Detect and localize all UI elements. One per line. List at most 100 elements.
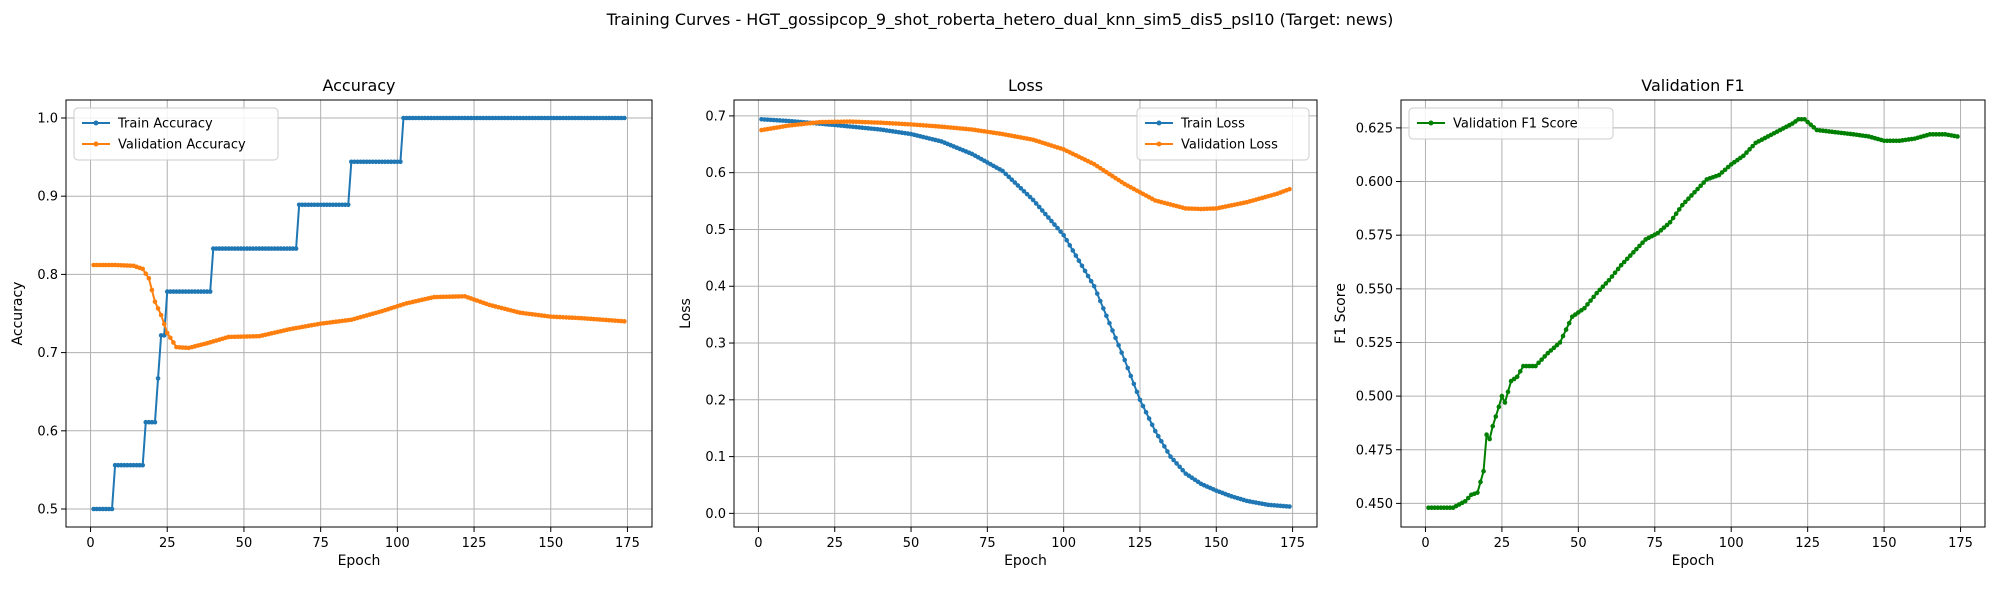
data-point: [1640, 240, 1645, 245]
data-point: [1725, 164, 1731, 170]
data-point: [1539, 357, 1544, 362]
data-point: [1802, 117, 1807, 122]
data-point: [1070, 248, 1076, 253]
x-tick-label: 150: [1204, 536, 1229, 551]
y-tick-label: 0.3: [705, 337, 726, 352]
data-point: [1582, 305, 1587, 311]
legend-marker: [1156, 141, 1162, 147]
data-point: [1000, 168, 1005, 174]
data-point: [1094, 291, 1100, 296]
legend-marker: [1428, 120, 1434, 126]
y-tick-label: 0.575: [1356, 229, 1393, 244]
series-train-loss: [759, 117, 1292, 509]
x-tick-label: 25: [159, 536, 176, 551]
y-tick-label: 0.6: [37, 424, 58, 439]
data-point: [1152, 428, 1158, 434]
data-point: [1174, 461, 1179, 466]
x-tick-label: 100: [385, 536, 410, 551]
data-point: [1628, 253, 1633, 258]
axes-frame: [733, 99, 1318, 528]
data-point: [1698, 183, 1703, 189]
x-tick-label: 25: [1494, 536, 1511, 551]
data-point: [1052, 222, 1057, 227]
series-validation-accuracy: [91, 262, 627, 351]
data-point: [1618, 262, 1624, 268]
legend: Train Loss Validation Loss: [1136, 107, 1310, 161]
data-point: [1061, 232, 1066, 238]
data-point: [1670, 215, 1676, 221]
y-tick-label: 0.550: [1356, 282, 1393, 297]
legend: Validation F1 Score: [1408, 107, 1614, 140]
data-point: [1024, 191, 1030, 197]
data-point: [1107, 320, 1112, 326]
x-tick-label: 75: [979, 536, 996, 551]
y-tick-label: 0.5: [37, 503, 58, 518]
data-point: [1658, 228, 1664, 233]
data-point: [293, 246, 299, 251]
data-point: [149, 287, 155, 293]
data-point: [1533, 363, 1538, 369]
data-point: [1667, 220, 1673, 225]
data-point: [1134, 389, 1140, 395]
data-point: [1009, 177, 1015, 182]
data-point: [1475, 490, 1480, 495]
data-point: [1591, 294, 1596, 300]
data-point: [1683, 199, 1688, 205]
data-point: [1631, 250, 1636, 255]
data-point: [1015, 183, 1021, 188]
x-axis-label: Epoch: [1672, 553, 1715, 569]
x-tick-label: 0: [754, 536, 762, 551]
legend-label: Validation Loss: [1181, 138, 1278, 153]
data-point: [1484, 432, 1489, 438]
y-tick-label: 0.625: [1356, 121, 1393, 136]
x-axis-label: Epoch: [1004, 553, 1047, 569]
data-point: [1143, 410, 1149, 415]
subplot-title: Validation F1: [1641, 76, 1744, 95]
data-point: [1661, 225, 1667, 230]
subplot-title: Accuracy: [322, 76, 395, 95]
data-point: [1085, 273, 1091, 279]
data-point: [1039, 208, 1045, 213]
data-point: [1088, 278, 1094, 284]
data-point: [1594, 290, 1599, 296]
data-point: [1637, 243, 1642, 249]
data-point: [1955, 134, 1960, 139]
series-line: [93, 116, 625, 511]
data-point: [1566, 320, 1572, 326]
x-tick-label: 50: [903, 536, 920, 551]
x-tick-label: 0: [86, 536, 94, 551]
data-point: [1680, 202, 1685, 208]
x-tick-label: 100: [1719, 536, 1744, 551]
data-point: [1003, 171, 1008, 177]
y-tick-label: 0.9: [37, 190, 58, 205]
data-point: [1603, 281, 1609, 286]
x-tick-label: 125: [1128, 536, 1153, 551]
data-point: [1673, 211, 1679, 217]
y-tick-label: 0.7: [37, 346, 58, 361]
y-axis-label: Accuracy: [10, 282, 26, 346]
data-point: [1747, 147, 1752, 152]
x-tick-label: 50: [1570, 536, 1587, 551]
x-tick-label: 25: [826, 536, 843, 551]
figure-suptitle: Training Curves - HGT_gossipcop_9_shot_r…: [606, 10, 1394, 30]
data-point: [1116, 343, 1121, 348]
data-point: [1722, 167, 1728, 173]
data-point: [171, 340, 176, 345]
data-point: [1676, 207, 1682, 212]
data-point: [1055, 225, 1060, 231]
data-point: [1110, 328, 1115, 333]
data-point: [1091, 283, 1097, 289]
data-point: [1548, 348, 1554, 353]
series-line: [93, 264, 625, 349]
data-point: [1046, 215, 1051, 220]
y-tick-label: 0.5: [705, 223, 726, 238]
subplot-title: Loss: [1008, 76, 1043, 95]
x-tick-label: 125: [1795, 536, 1820, 551]
legend-marker: [93, 141, 99, 147]
legend-label: Validation F1 Score: [1453, 117, 1578, 132]
axes-frame: [1400, 99, 1986, 528]
data-point: [1741, 153, 1746, 159]
data-point: [143, 271, 149, 276]
data-point: [1018, 186, 1024, 191]
data-point: [1033, 201, 1039, 206]
